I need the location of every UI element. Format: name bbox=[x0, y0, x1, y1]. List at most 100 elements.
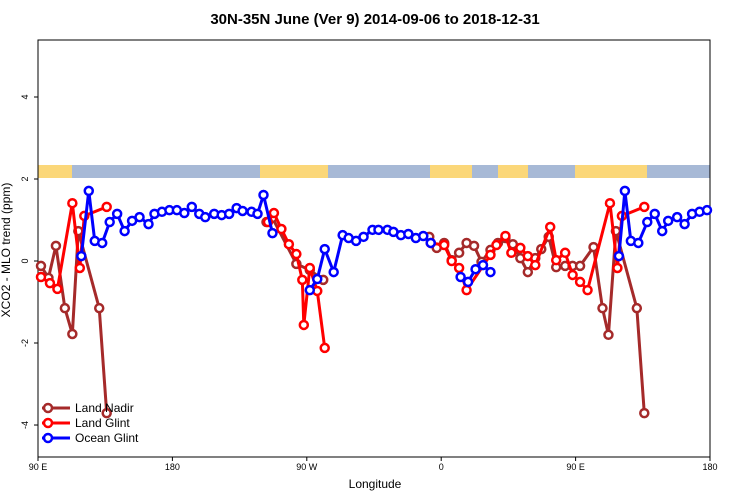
point bbox=[701, 204, 713, 216]
point bbox=[613, 250, 625, 262]
point bbox=[604, 197, 616, 209]
point bbox=[358, 231, 369, 243]
point bbox=[67, 328, 78, 340]
point bbox=[425, 237, 436, 249]
point bbox=[550, 254, 562, 266]
point bbox=[603, 329, 614, 341]
land-strip bbox=[575, 165, 647, 178]
point bbox=[470, 263, 481, 275]
legend-label: Ocean Glint bbox=[75, 431, 139, 445]
y-tick-label: 4 bbox=[20, 94, 30, 99]
point bbox=[403, 228, 414, 240]
legend-marker bbox=[42, 432, 54, 444]
point bbox=[52, 283, 63, 295]
point bbox=[631, 302, 643, 314]
ocean-strip bbox=[38, 165, 710, 178]
point bbox=[491, 239, 502, 251]
point bbox=[461, 284, 472, 296]
legend-marker bbox=[42, 417, 54, 429]
x-tick-label: 180 bbox=[165, 462, 180, 472]
point bbox=[639, 201, 650, 213]
legend-label: Land Nadir bbox=[75, 401, 134, 415]
point bbox=[633, 237, 644, 249]
land-mask bbox=[38, 165, 710, 178]
point bbox=[93, 302, 105, 314]
point bbox=[328, 266, 339, 278]
point bbox=[319, 243, 330, 255]
point bbox=[671, 211, 683, 223]
point bbox=[597, 302, 608, 314]
point bbox=[111, 208, 123, 220]
point bbox=[291, 248, 302, 260]
point bbox=[101, 407, 112, 419]
point bbox=[67, 197, 78, 209]
point bbox=[662, 215, 674, 227]
point bbox=[453, 262, 465, 274]
point bbox=[319, 342, 330, 354]
point bbox=[588, 241, 599, 253]
point bbox=[373, 224, 384, 236]
plot-frame bbox=[37, 39, 711, 458]
point bbox=[267, 227, 278, 239]
point bbox=[252, 208, 263, 220]
point bbox=[298, 319, 310, 331]
land-strip bbox=[38, 165, 72, 178]
point bbox=[656, 225, 668, 237]
point bbox=[515, 242, 526, 254]
point bbox=[455, 271, 466, 283]
point bbox=[200, 211, 211, 223]
point bbox=[258, 189, 269, 201]
point bbox=[304, 262, 316, 274]
x-tick-label: 90 W bbox=[296, 462, 318, 472]
point bbox=[35, 260, 47, 272]
point bbox=[574, 260, 586, 272]
point bbox=[522, 266, 534, 278]
point bbox=[83, 185, 95, 197]
point bbox=[453, 247, 465, 259]
point bbox=[477, 259, 489, 271]
legend-label: Land Glint bbox=[75, 416, 130, 430]
land-strip bbox=[498, 165, 528, 178]
point bbox=[119, 225, 130, 237]
point bbox=[544, 221, 556, 233]
land-strip bbox=[430, 165, 472, 178]
point bbox=[559, 247, 571, 259]
point bbox=[237, 205, 248, 217]
point bbox=[468, 240, 480, 252]
point bbox=[679, 218, 690, 230]
point bbox=[530, 259, 541, 271]
point bbox=[134, 211, 145, 223]
x-tick-label: 90 E bbox=[29, 462, 48, 472]
point bbox=[446, 255, 457, 267]
x-tick-label: 90 E bbox=[566, 462, 585, 472]
y-tick-label: 2 bbox=[20, 176, 30, 181]
point bbox=[642, 216, 653, 228]
point bbox=[74, 262, 86, 274]
point bbox=[567, 269, 578, 281]
point bbox=[179, 207, 190, 219]
point bbox=[462, 276, 474, 288]
point bbox=[96, 237, 108, 249]
point bbox=[619, 185, 631, 197]
point bbox=[104, 216, 115, 228]
point bbox=[350, 235, 362, 247]
point bbox=[304, 284, 316, 296]
x-axis-label: Longitude bbox=[349, 477, 402, 491]
point bbox=[101, 201, 112, 213]
point bbox=[50, 240, 62, 252]
point bbox=[506, 247, 517, 259]
y-axis-label: XCO2 - MLO trend (ppm) bbox=[0, 183, 13, 318]
point bbox=[268, 207, 280, 219]
x-tick-label: 0 bbox=[439, 462, 444, 472]
point bbox=[485, 249, 496, 261]
point bbox=[223, 208, 235, 220]
legend-marker bbox=[42, 402, 54, 414]
point bbox=[44, 277, 56, 289]
point bbox=[276, 223, 287, 235]
point bbox=[485, 266, 496, 278]
point bbox=[438, 239, 450, 251]
y-tick-label: -2 bbox=[20, 339, 30, 347]
land-strip bbox=[260, 165, 328, 178]
chart-title: 30N-35N June (Ver 9) 2014-09-06 to 2018-… bbox=[210, 11, 539, 28]
